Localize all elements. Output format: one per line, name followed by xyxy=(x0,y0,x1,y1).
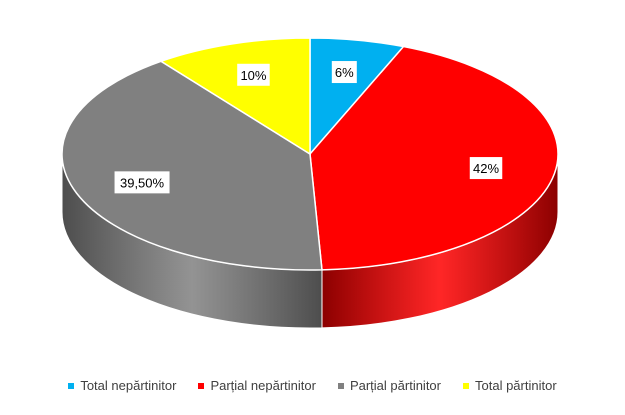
data-label: 10% xyxy=(237,63,270,86)
data-label-box xyxy=(469,157,503,180)
legend-swatch xyxy=(463,382,469,389)
data-label-box xyxy=(331,61,357,84)
legend-swatch xyxy=(198,382,205,389)
data-label-box xyxy=(237,63,270,86)
legend-item: Parțial nepărtinitor xyxy=(198,378,316,393)
pie-data-labels: 6% 42% 39,50% 10% xyxy=(114,61,503,194)
pie-slices xyxy=(61,37,559,271)
legend-label: Total părtinitor xyxy=(475,378,557,393)
data-label: 42% xyxy=(469,157,503,180)
legend-label: Parțial nepărtinitor xyxy=(210,378,316,393)
pie-chart-svg: 6% 42% 39,50% 10% xyxy=(61,37,559,329)
data-label-box xyxy=(114,171,170,194)
legend-swatch xyxy=(68,382,75,389)
legend-item: Total nepărtinitor xyxy=(68,378,176,393)
legend-label: Parțial părtinitor xyxy=(349,378,441,393)
pie-slice xyxy=(61,60,323,271)
legend: Total nepărtinitor Parțial nepărtinitor … xyxy=(0,378,625,393)
data-label-text: 39,50% xyxy=(120,175,165,190)
legend-item: Total părtinitor xyxy=(463,378,557,393)
data-label-text: 10% xyxy=(240,68,266,83)
data-label-text: 42% xyxy=(473,161,499,176)
data-label: 6% xyxy=(331,61,357,84)
data-label: 39,50% xyxy=(114,171,170,194)
legend-swatch xyxy=(337,382,344,389)
data-label-text: 6% xyxy=(335,65,354,80)
pie-slice xyxy=(309,45,559,271)
legend-item: Parțial părtinitor xyxy=(337,378,441,393)
legend-label: Total nepărtinitor xyxy=(80,378,177,393)
pie-slice xyxy=(159,37,311,156)
